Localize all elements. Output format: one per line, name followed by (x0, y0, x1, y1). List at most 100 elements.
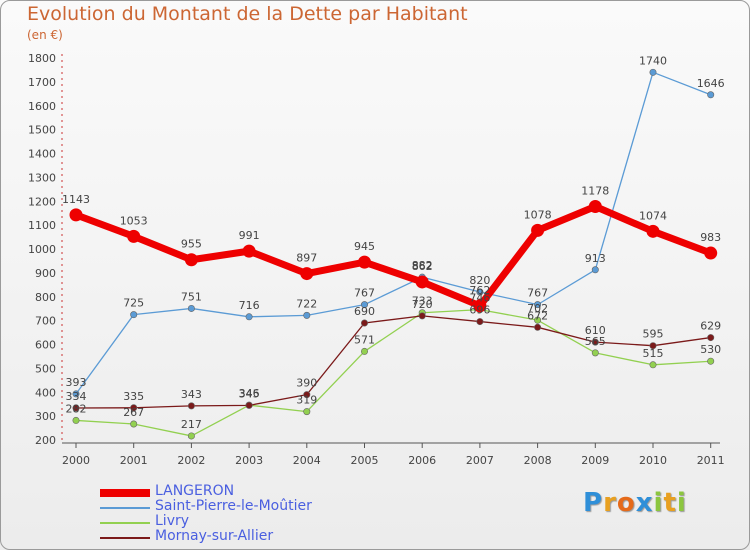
data-label: 335 (123, 390, 144, 403)
x-tick-label: 2004 (293, 454, 321, 467)
data-label: 345 (239, 387, 260, 400)
data-point (473, 299, 487, 313)
unit-label: (en €) (27, 28, 63, 42)
y-tick-label: 1000 (28, 243, 56, 256)
data-point (649, 342, 657, 350)
data-label: 1178 (581, 185, 609, 198)
data-label: 725 (123, 297, 144, 310)
data-label: 955 (181, 238, 202, 251)
series-line-2 (75, 308, 712, 437)
logo-letter: r (603, 488, 617, 518)
x-tick-label: 2009 (581, 454, 609, 467)
x-tick-label: 2000 (62, 454, 90, 467)
data-label: 767 (354, 287, 375, 300)
y-tick-label: 400 (35, 386, 56, 399)
data-point (184, 253, 198, 267)
data-point (531, 223, 545, 237)
data-point (591, 266, 599, 274)
data-point (300, 267, 314, 281)
data-label: 882 (412, 259, 433, 272)
data-point (649, 68, 657, 76)
data-label: 767 (527, 287, 548, 300)
legend-swatch (100, 537, 150, 539)
data-point (588, 200, 602, 214)
y-tick-label: 300 (35, 410, 56, 423)
data-label: 716 (239, 299, 260, 312)
x-tick-label: 2010 (639, 454, 667, 467)
y-tick-label: 1500 (28, 124, 56, 137)
data-point (245, 401, 253, 409)
series-lines (69, 68, 718, 440)
series-line-1 (75, 71, 712, 395)
data-point (69, 208, 83, 222)
data-label: 751 (181, 290, 202, 303)
axes: 200 300 400 500 600 700 800 900 1000 1100 1200 1300… (28, 52, 725, 467)
data-label: 983 (700, 231, 721, 244)
data-point (704, 246, 718, 260)
data-label: 530 (700, 343, 721, 356)
data-label: 696 (469, 304, 490, 317)
data-point (358, 255, 371, 269)
data-label: 820 (469, 274, 490, 287)
data-label: 319 (296, 394, 317, 407)
x-tick-label: 2007 (466, 454, 494, 467)
y-tick-label: 500 (35, 362, 56, 375)
data-label: 746 (469, 292, 490, 305)
legend-swatch (100, 522, 150, 524)
series-line-3 (75, 315, 712, 409)
y-tick-label: 1200 (28, 195, 56, 208)
data-label: 1074 (639, 209, 667, 222)
data-point (242, 244, 256, 258)
legend-label: Mornay-sur-Allier (155, 528, 274, 544)
data-point (187, 432, 195, 440)
legend-swatch (100, 489, 150, 497)
data-point (303, 408, 311, 416)
data-label: 991 (239, 229, 260, 242)
data-point (534, 316, 542, 324)
data-label: 610 (585, 324, 606, 337)
data-label: 393 (66, 376, 87, 389)
data-label: 571 (354, 333, 375, 346)
data-label: 1646 (697, 77, 725, 90)
x-tick-label: 2011 (697, 454, 725, 467)
logo-letter: o (616, 488, 636, 518)
data-label: 629 (700, 320, 721, 333)
x-tick-label: 2008 (524, 454, 552, 467)
x-tick-label: 2003 (235, 454, 263, 467)
data-point (72, 404, 80, 412)
y-tick-label: 800 (35, 291, 56, 304)
y-tick-label: 1600 (28, 100, 56, 113)
data-point (534, 323, 542, 331)
data-point (130, 420, 138, 428)
data-point (360, 347, 368, 355)
data-label: 762 (469, 284, 490, 297)
data-point (303, 311, 311, 319)
proxiti-logo: Proxiti (583, 488, 687, 518)
legend-label: Livry (155, 513, 190, 529)
x-tick-label: 2006 (408, 454, 436, 467)
data-label: 720 (412, 298, 433, 311)
series-line-0 (72, 203, 715, 310)
data-label: 733 (412, 295, 433, 308)
data-label: 346 (239, 387, 260, 400)
data-point (360, 301, 368, 309)
data-point (245, 313, 253, 321)
legend-label: Saint-Pierre-le-Moûtier (155, 498, 312, 514)
data-point (303, 391, 311, 399)
data-point (72, 416, 80, 424)
data-point (591, 338, 599, 346)
data-point (130, 311, 138, 319)
y-tick-label: 1400 (28, 148, 56, 161)
logo-letter: t (663, 488, 677, 518)
data-point (72, 390, 80, 398)
logo-letter: i (653, 488, 664, 518)
x-tick-label: 2002 (177, 454, 205, 467)
data-point (360, 319, 368, 327)
data-label: 1053 (120, 214, 148, 227)
logo-letter: i (676, 488, 687, 518)
data-point (476, 318, 484, 326)
logo-letter: P (583, 488, 604, 518)
chart-title: Evolution du Montant de la Dette par Hab… (27, 3, 468, 25)
legend-label: LANGERON (155, 483, 235, 499)
data-label: 672 (527, 309, 548, 322)
